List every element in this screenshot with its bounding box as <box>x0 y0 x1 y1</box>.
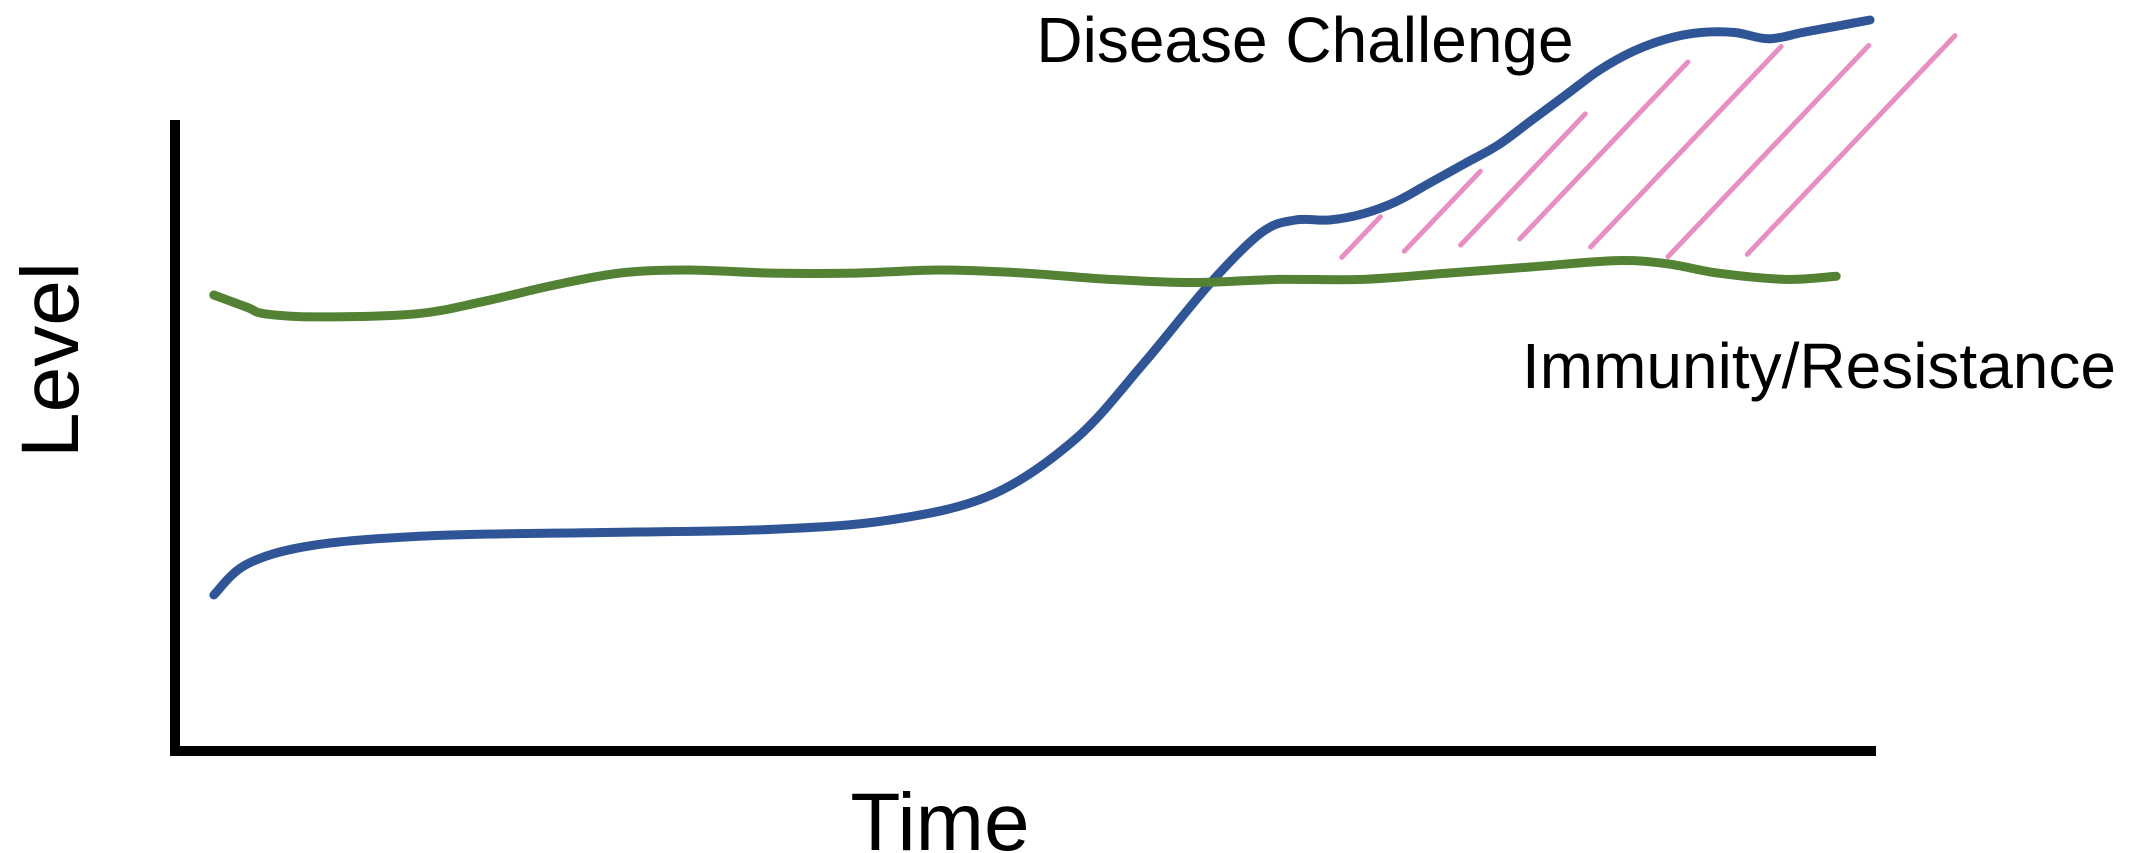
disease-challenge-label: Disease Challenge <box>1036 4 1573 76</box>
hatch-mark <box>1744 33 1958 257</box>
hatch-mark <box>1401 168 1483 254</box>
series-line-disease-challenge <box>209 15 1875 600</box>
hatch-mark <box>1458 111 1588 248</box>
y-axis-label: Level <box>5 262 96 458</box>
hatch-mark <box>1665 42 1872 260</box>
x-axis-label: Time <box>850 777 1029 853</box>
hatch-mark <box>1339 214 1383 260</box>
hatch-mark <box>1588 44 1784 250</box>
risk-region-hatching <box>1339 33 1958 260</box>
hatch-mark <box>1517 59 1691 242</box>
immunity-resistance-label: Immunity/Resistance <box>1522 330 2116 402</box>
series-line-immunity-resistance <box>209 256 1841 322</box>
